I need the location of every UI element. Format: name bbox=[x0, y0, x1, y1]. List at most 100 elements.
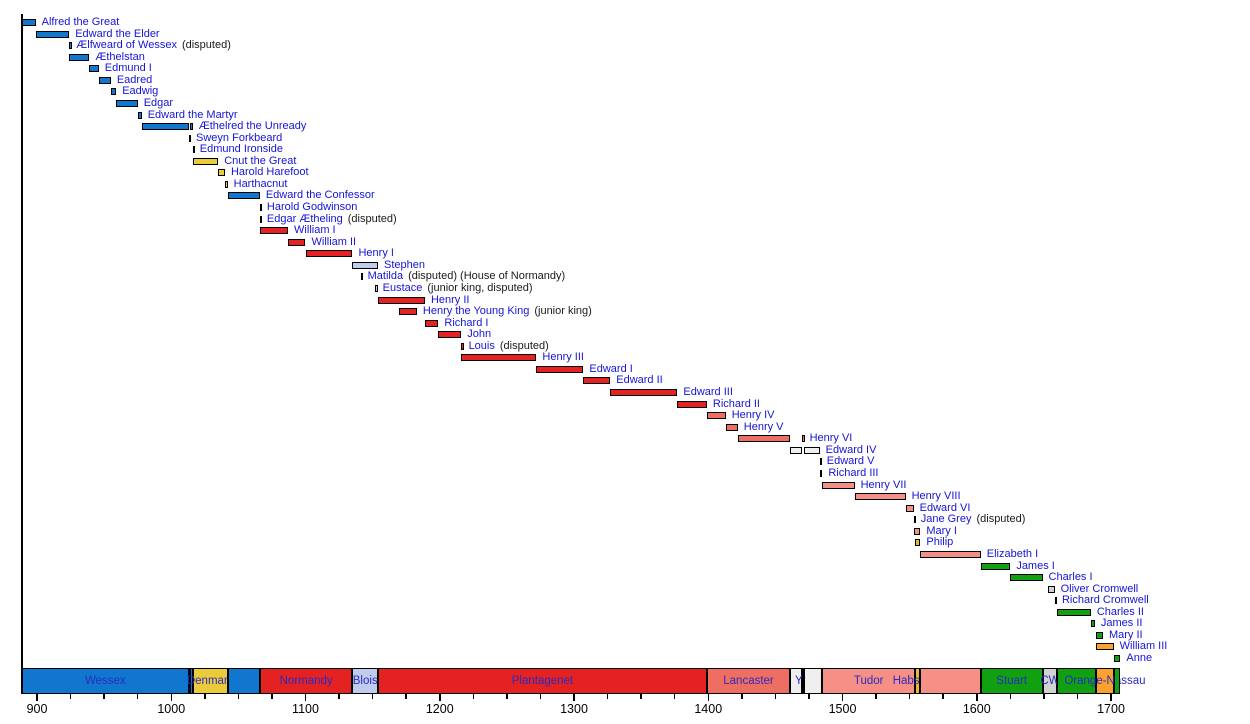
monarch-name-link[interactable]: Edward III bbox=[683, 386, 733, 399]
monarch-name-link[interactable]: Matilda bbox=[367, 270, 404, 283]
monarch-bar[interactable] bbox=[1054, 597, 1058, 605]
monarch-bar[interactable] bbox=[22, 19, 36, 26]
monarch-name-link[interactable]: William I bbox=[294, 224, 336, 237]
monarch-name-link[interactable]: Harold Harefoot bbox=[230, 166, 309, 179]
monarch-name-link[interactable]: Jane Grey bbox=[920, 513, 972, 526]
monarch-bar[interactable] bbox=[802, 435, 805, 443]
monarch-name-link[interactable]: Eadwig bbox=[122, 85, 159, 98]
monarch-bar[interactable] bbox=[1113, 655, 1121, 663]
monarch-bar[interactable] bbox=[822, 481, 855, 489]
house-bar-segment[interactable] bbox=[192, 668, 228, 694]
monarch-bar[interactable] bbox=[69, 42, 72, 50]
monarch-bar[interactable] bbox=[536, 365, 584, 373]
monarch-name-link[interactable]: Edward the Elder bbox=[75, 27, 160, 40]
monarch-name-link[interactable]: Edmund Ironside bbox=[199, 143, 283, 156]
monarch-bar[interactable] bbox=[259, 227, 289, 235]
monarch-bar[interactable] bbox=[259, 204, 263, 212]
house-bar-segment[interactable] bbox=[227, 668, 260, 694]
monarch-bar[interactable] bbox=[1057, 608, 1091, 616]
monarch-bar[interactable] bbox=[438, 331, 462, 339]
monarch-name-link[interactable]: Edmund I bbox=[104, 62, 152, 75]
monarch-name-link[interactable]: Anne bbox=[1126, 652, 1153, 665]
monarch-bar[interactable] bbox=[98, 76, 111, 84]
monarch-bar[interactable] bbox=[218, 169, 225, 177]
monarch-name-link[interactable]: Richard III bbox=[828, 466, 879, 479]
monarch-bar[interactable] bbox=[914, 539, 921, 547]
monarch-bar[interactable] bbox=[137, 111, 142, 119]
monarch-name-link[interactable]: James I bbox=[1016, 559, 1055, 572]
monarch-bar[interactable] bbox=[706, 412, 726, 420]
monarch-bar[interactable] bbox=[913, 516, 917, 524]
monarch-name-link[interactable]: Edward the Confessor bbox=[265, 189, 375, 202]
monarch-name-link[interactable]: Richard Cromwell bbox=[1061, 594, 1149, 607]
monarch-bar[interactable] bbox=[905, 504, 914, 512]
monarch-bar[interactable] bbox=[141, 123, 189, 131]
monarch-name-link[interactable]: Philip bbox=[926, 536, 954, 549]
monarch-name-link[interactable]: Edward I bbox=[589, 362, 633, 375]
monarch-bar[interactable] bbox=[110, 88, 117, 96]
monarch-name-link[interactable]: Henry the Young King bbox=[422, 305, 530, 318]
monarch-name-link[interactable]: Sweyn Forkbeard bbox=[196, 131, 283, 144]
monarch-bar[interactable] bbox=[89, 65, 99, 73]
monarch-name-link[interactable]: Edward II bbox=[616, 374, 663, 387]
house-bar-segment[interactable] bbox=[803, 668, 823, 694]
monarch-name-link[interactable]: Harold Godwinson bbox=[266, 201, 358, 214]
house-bar-segment[interactable] bbox=[980, 668, 1043, 694]
monarch-name-link[interactable]: Alfred the Great bbox=[41, 16, 120, 28]
monarch-bar[interactable] bbox=[583, 377, 611, 385]
monarch-name-link[interactable]: Henry IV bbox=[731, 409, 775, 422]
monarch-name-link[interactable]: Eadred bbox=[116, 73, 153, 86]
monarch-name-link[interactable]: Henry VI bbox=[809, 432, 853, 445]
monarch-bar[interactable] bbox=[819, 469, 823, 477]
monarch-name-link[interactable]: Cnut the Great bbox=[224, 154, 297, 167]
monarch-name-link[interactable]: Elizabeth I bbox=[986, 547, 1039, 560]
monarch-bar[interactable] bbox=[725, 423, 738, 431]
monarch-bar[interactable] bbox=[69, 53, 90, 61]
monarch-bar[interactable] bbox=[737, 435, 791, 443]
monarch-bar[interactable] bbox=[375, 284, 378, 292]
house-bar-segment[interactable] bbox=[920, 668, 981, 694]
monarch-bar[interactable] bbox=[1096, 643, 1114, 651]
house-bar-segment[interactable] bbox=[1096, 668, 1114, 694]
house-bar-segment[interactable] bbox=[1113, 668, 1121, 694]
monarch-name-link[interactable]: William III bbox=[1119, 640, 1168, 653]
monarch-name-link[interactable]: Mary II bbox=[1108, 628, 1143, 641]
monarch-name-link[interactable]: Henry I bbox=[358, 247, 394, 260]
monarch-bar[interactable] bbox=[188, 134, 192, 142]
monarch-name-link[interactable]: Oliver Cromwell bbox=[1060, 582, 1139, 595]
house-bar-segment[interactable] bbox=[1042, 668, 1058, 694]
monarch-bar[interactable] bbox=[1047, 585, 1055, 593]
house-bar-segment[interactable] bbox=[1057, 668, 1097, 694]
house-bar-segment[interactable] bbox=[352, 668, 378, 694]
monarch-name-link[interactable]: Eustace bbox=[382, 281, 423, 294]
monarch-name-link[interactable]: Harthacnut bbox=[233, 177, 288, 190]
monarch-bar[interactable] bbox=[305, 250, 353, 258]
monarch-bar[interactable] bbox=[352, 261, 378, 269]
monarch-bar[interactable] bbox=[610, 389, 678, 397]
house-bar-segment[interactable] bbox=[190, 668, 193, 694]
monarch-bar[interactable] bbox=[854, 493, 906, 501]
monarch-name-link[interactable]: Richard II bbox=[712, 397, 760, 410]
monarch-name-link[interactable]: Edward IV bbox=[825, 443, 877, 456]
monarch-name-link[interactable]: William II bbox=[311, 235, 357, 248]
monarch-name-link[interactable]: Æthelstan bbox=[95, 50, 145, 63]
monarch-bar[interactable] bbox=[424, 319, 439, 327]
monarch-bar[interactable] bbox=[790, 446, 803, 454]
monarch-name-link[interactable]: Henry II bbox=[430, 293, 470, 306]
monarch-name-link[interactable]: Æthelred the Unready bbox=[198, 120, 307, 133]
house-bar-segment[interactable] bbox=[259, 668, 353, 694]
monarch-bar[interactable] bbox=[224, 180, 228, 188]
monarch-name-link[interactable]: James II bbox=[1100, 617, 1143, 630]
monarch-bar[interactable] bbox=[461, 354, 537, 362]
house-bar-segment[interactable] bbox=[377, 668, 707, 694]
monarch-name-link[interactable]: Henry VIII bbox=[911, 490, 961, 503]
monarch-bar[interactable] bbox=[116, 99, 138, 107]
monarch-name-link[interactable]: Henry V bbox=[743, 420, 784, 433]
monarch-bar[interactable] bbox=[819, 458, 823, 466]
monarch-name-link[interactable]: Ælfweard of Wessex bbox=[76, 39, 177, 52]
monarch-bar[interactable] bbox=[288, 238, 306, 246]
monarch-bar[interactable] bbox=[1096, 631, 1103, 639]
monarch-name-link[interactable]: Richard I bbox=[444, 316, 489, 329]
monarch-name-link[interactable]: Edward the Martyr bbox=[147, 108, 238, 121]
monarch-bar[interactable] bbox=[259, 215, 263, 223]
